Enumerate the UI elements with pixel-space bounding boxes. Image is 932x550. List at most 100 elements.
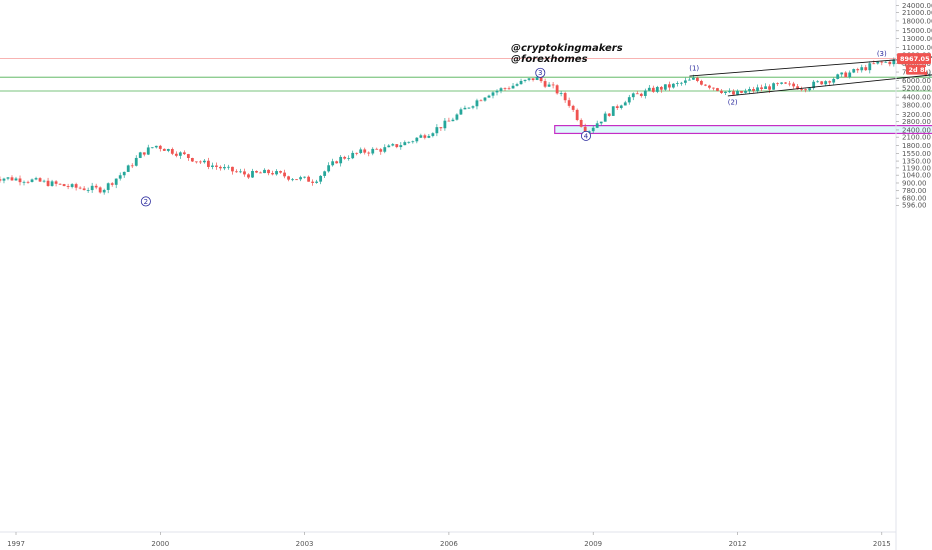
candle-body xyxy=(74,184,78,188)
y-tick-label: 596.00 xyxy=(902,202,927,210)
current-price-label: 8967.05 xyxy=(900,55,930,63)
candle-body xyxy=(247,174,250,178)
candle-body xyxy=(852,69,856,73)
candle-body xyxy=(451,119,455,122)
candle-body xyxy=(527,78,531,80)
candle-body xyxy=(411,141,415,143)
x-tick-label: 2003 xyxy=(296,540,314,548)
candle-body xyxy=(535,77,539,80)
candle-body xyxy=(339,156,343,164)
y-tick-label: 3800.00 xyxy=(902,101,931,109)
candle-body xyxy=(58,183,62,185)
countdown-tag xyxy=(906,64,926,75)
candle-body xyxy=(772,83,775,90)
candle-body xyxy=(142,152,146,155)
y-tick-label: 13000.00 xyxy=(902,35,932,43)
y-tick-label: 1550.00 xyxy=(902,150,931,158)
candle-body xyxy=(631,93,635,98)
candle-body xyxy=(607,113,611,116)
y-tick-label: 1190.00 xyxy=(902,164,931,172)
candle-body xyxy=(688,79,691,81)
candle-body xyxy=(174,153,178,156)
candle-body xyxy=(10,177,14,181)
candle-body xyxy=(311,181,315,183)
wave-circle xyxy=(140,196,151,207)
candle-body xyxy=(639,93,643,96)
candle-body xyxy=(679,82,683,84)
candle-body xyxy=(130,165,134,167)
y-tick-label: 18000.00 xyxy=(902,17,932,25)
fib-levels-layer: 0.618(10993.85)0.5(6362.60)0.618(4927.17… xyxy=(0,76,932,92)
candle-body xyxy=(347,158,351,160)
candle-body xyxy=(259,172,262,174)
candle-body xyxy=(740,91,743,93)
y-tick-label: 680.00 xyxy=(902,195,927,203)
candle-body xyxy=(443,120,447,129)
candle-body xyxy=(663,84,667,90)
watermark-line-1: @cryptokingmakers xyxy=(511,43,623,54)
channel-layer xyxy=(689,56,932,97)
candle-body xyxy=(531,78,535,80)
candle-body xyxy=(170,149,174,154)
candle-body xyxy=(816,81,820,83)
candle-body xyxy=(539,77,543,82)
x-tick-label: 2009 xyxy=(584,540,602,548)
candle-body xyxy=(355,152,359,154)
wave-circle xyxy=(535,67,546,78)
y-tick-label: 2800.00 xyxy=(902,118,931,126)
candle-body xyxy=(26,181,30,183)
candle-body xyxy=(583,126,587,135)
x-tick-label: 2012 xyxy=(729,540,747,548)
candle-body xyxy=(0,179,2,181)
y-tick-label: 780.00 xyxy=(902,187,927,195)
candle-body xyxy=(287,176,290,180)
candle-body xyxy=(431,133,435,136)
wave-label: 3 xyxy=(538,69,542,77)
candle-body xyxy=(575,109,579,120)
candle-body xyxy=(860,67,864,71)
channel-line xyxy=(727,74,932,97)
candle-body xyxy=(110,183,114,185)
candle-body xyxy=(800,89,804,90)
y-tick-label: 1040.00 xyxy=(902,172,931,180)
candle-body xyxy=(515,84,519,86)
candle-body xyxy=(14,178,18,181)
y-tick-label: 4400.00 xyxy=(902,94,931,102)
candle-body xyxy=(267,169,270,174)
candle-body xyxy=(455,114,459,120)
candle-body xyxy=(459,109,463,115)
y-tick-label: 900.00 xyxy=(902,179,927,187)
candle-body xyxy=(98,187,102,193)
x-tick-label: 2000 xyxy=(151,540,169,548)
candle-body xyxy=(844,72,848,78)
candle-body xyxy=(146,147,150,155)
candle-body xyxy=(102,189,106,193)
y-tick-label: 6000.00 xyxy=(902,77,931,85)
candle-body xyxy=(82,188,86,191)
zones-layer xyxy=(554,125,932,135)
candle-body xyxy=(788,83,792,85)
candle-body xyxy=(194,161,198,163)
candle-body xyxy=(523,79,527,81)
candle-body xyxy=(263,169,266,174)
candle-body xyxy=(872,63,876,65)
candle-body xyxy=(571,105,575,110)
candle-body xyxy=(563,93,567,101)
candle-body xyxy=(271,173,274,175)
candle-body xyxy=(463,107,467,110)
candle-body xyxy=(182,152,186,155)
x-tick-label: 2006 xyxy=(440,540,458,548)
candle-body xyxy=(6,177,10,179)
candle-body xyxy=(86,190,90,191)
candle-body xyxy=(211,165,214,167)
watermark-line-2: @forexhomes xyxy=(511,54,588,65)
candle-body xyxy=(323,171,327,176)
wave-label: (3) xyxy=(877,50,887,58)
candle-body xyxy=(832,78,836,83)
candle-body xyxy=(2,178,6,181)
candle-body xyxy=(190,157,194,162)
candle-body xyxy=(307,176,311,182)
candle-body xyxy=(784,82,787,84)
candle-body xyxy=(880,61,884,63)
